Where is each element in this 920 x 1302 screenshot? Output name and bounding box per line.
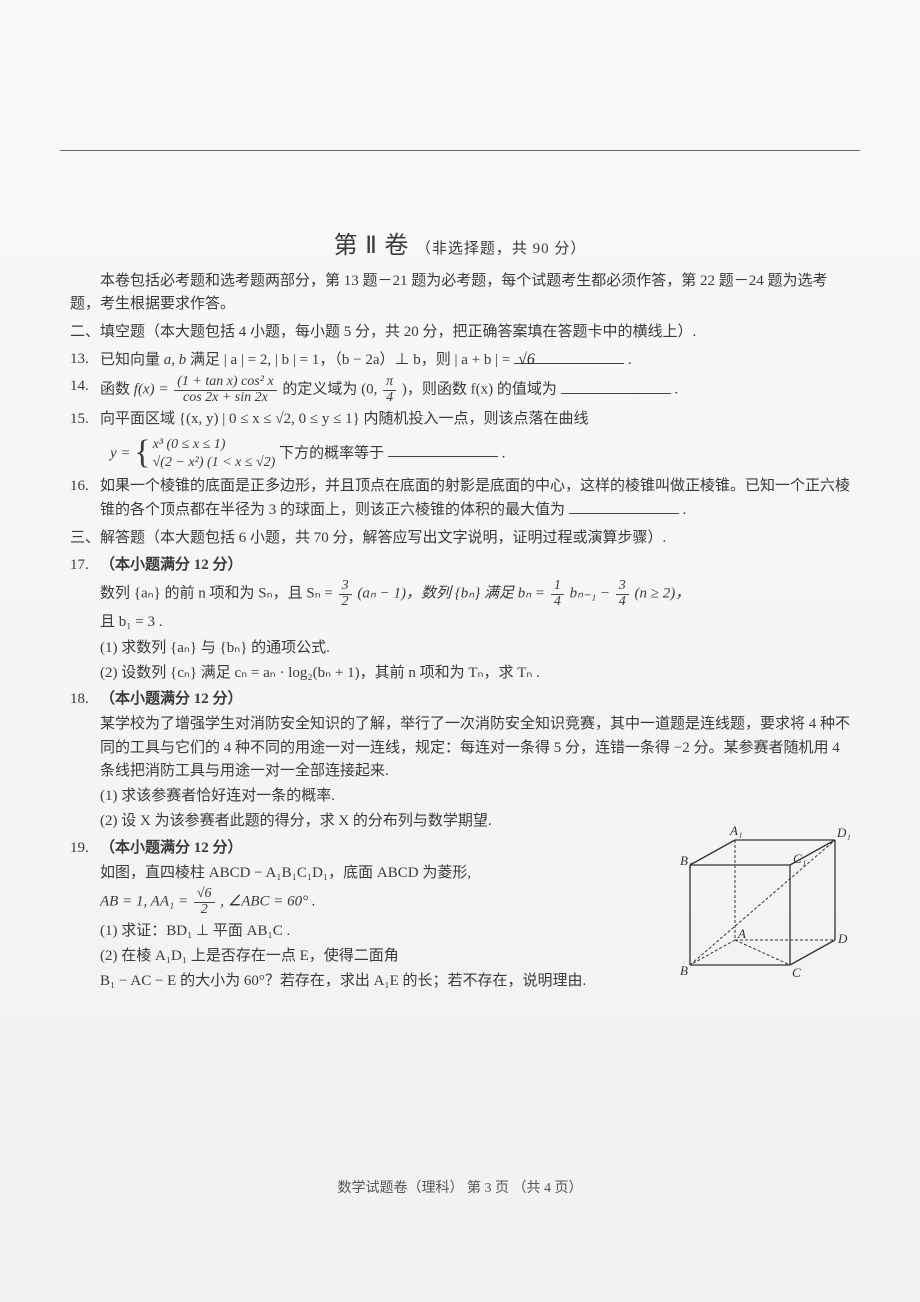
q14-frac-nu: (1 + tan x) cos² x [174,375,276,391]
q14-pi4: π 4 [383,375,396,405]
q15-post: 下方的概率等于 [279,445,384,461]
q17-sn-frac: 3 2 [339,579,352,609]
label-a: A [737,926,746,941]
title-prefix: 第 [334,233,359,259]
q17-bn-frac1: 1 4 [551,579,564,609]
section-title: 第 Ⅱ 卷 （非选择题，共 90 分） [70,225,850,260]
q15-line1: 向平面区域 {(x, y) | 0 ≤ x ≤ √2, 0 ≤ y ≤ 1} 内… [100,411,589,427]
q15-num: 15. [70,408,89,431]
q15-brace: { x³ (0 ≤ x ≤ 1) √(2 − x²) (1 < x ≤ √2) [134,436,275,472]
q19-head: （本小题满分 12 分） [100,840,243,856]
q14-fx: f(x) = [134,382,169,398]
q15-case2: √(2 − x²) (1 < x ≤ √2) [153,455,276,470]
title-sub: （非选择题，共 90 分） [416,241,587,257]
label-c1: C₁ [793,851,806,866]
q13-handwritten: √6 [514,351,539,368]
intro-text: 本卷包括必考题和选考题两部分，第 13 题－21 题为必考题，每个试题考生都必须… [70,270,850,317]
q16-num: 16. [70,475,89,498]
q19-l1: 如图，直四棱柱 ABCD − A₁B₁C₁D₁，底面 ABCD 为菱形, [100,862,530,885]
q17-sn-de: 2 [339,595,352,610]
q14-mid2: )，则函数 f(x) 的值域为 [402,382,557,398]
q17-sn-nu: 3 [339,579,352,595]
q15-y: y = [110,445,131,461]
q17-sn-rest: (aₙ − 1)，数列 {bₙ} 满足 bₙ = [357,586,545,602]
q15-blank [388,441,498,457]
q14-mid: 的定义域为 (0, [282,382,381,398]
label-a1: A₁ [729,825,742,838]
q17-num: 17. [70,554,89,577]
q19-l2-post: , ∠ABC = 60° . [220,894,315,910]
q19-p2-l1: (2) 在棱 A₁D₁ 上是否存在一点 E，使得二面角 [100,945,530,968]
q17-bn-nu1: 1 [551,579,564,595]
q14-frac: (1 + tan x) cos² x cos 2x + sin 2x [174,375,276,405]
brace-icon: { [134,436,150,472]
section-2-heading: 二、填空题（本大题包括 4 小题，每小题 5 分，共 20 分，把正确答案填在答… [70,321,850,344]
q19-l2-pre: AB = 1, AA₁ = [100,894,188,910]
question-17: 17. （本小题满分 12 分） 数列 {aₙ} 的前 n 项和为 Sₙ，且 S… [70,554,850,685]
q18-num: 18. [70,688,89,711]
q14-pi4-de: 4 [383,391,396,406]
question-13: 13. 已知向量 a, b 满足 | a | = 2, | b | = 1，（b… [70,348,850,372]
q19-num: 19. [70,837,89,860]
q17-bn-end: (n ≥ 2)， [635,586,691,602]
q18-p1: (1) 求该参赛者恰好连对一条的概率. [100,785,850,808]
label-c: C [792,965,801,980]
q15-cases: x³ (0 ≤ x ≤ 1) √(2 − x²) (1 < x ≤ √2) [153,436,276,472]
q19-aa1-nu: √6 [194,887,215,903]
q15-cases-row: y = { x³ (0 ≤ x ≤ 1) √(2 − x²) (1 < x ≤ … [100,436,850,472]
label-d: D [837,931,848,946]
q14-frac-de: cos 2x + sin 2x [174,391,276,406]
q16-body: 如果一个棱锥的底面是正多边形，并且顶点在底面的射影是底面的中心，这样的棱锥叫做正… [100,478,850,518]
q13-cond: 满足 | a | = 2, | b | = 1，（b − 2a）⊥ b，则 | … [190,352,510,368]
q13-pre: 已知向量 [100,352,164,368]
q19-aa1: √6 2 [194,887,215,917]
q18-body: 某学校为了增强学生对消防安全知识的了解，举行了一次消防安全知识竞赛，其中一道题是… [100,713,850,783]
q17-bn-de1: 4 [551,595,564,610]
label-d1: D₁ [836,825,850,840]
prism-svg: A₁ D₁ B₁ C₁ A D B C [680,825,850,995]
q19-aa1-de: 2 [194,903,215,918]
question-15: 15. 向平面区域 {(x, y) | 0 ≤ x ≤ √2, 0 ≤ y ≤ … [70,408,850,472]
q16-blank [569,498,679,514]
question-16: 16. 如果一个棱锥的底面是正多边形，并且顶点在底面的射影是底面的中心，这样的棱… [70,475,850,523]
q14-pi4-nu: π [383,375,396,391]
q17-p1: (1) 求数列 {aₙ} 与 {bₙ} 的通项公式. [100,637,850,660]
q17-bn-mid: bₙ₋₁ − [570,586,610,602]
q17-l1-pre: 数列 {aₙ} 的前 n 项和为 Sₙ，且 Sₙ = [100,586,333,602]
q18-head: （本小题满分 12 分） [100,691,243,707]
label-b: B [680,963,688,978]
q17-head: （本小题满分 12 分） [100,557,243,573]
q13-ab: a, b [164,352,187,368]
label-b1: B₁ [680,853,692,868]
q16-end: . [683,502,687,518]
q17-p2: (2) 设数列 {cₙ} 满足 cₙ = aₙ · log₂(bₙ + 1)，其… [100,662,850,685]
q15-end: . [502,445,506,461]
question-14: 14. 函数 f(x) = (1 + tan x) cos² x cos 2x … [70,375,850,405]
exam-page: 第 Ⅱ 卷 （非选择题，共 90 分） 本卷包括必考题和选考题两部分，第 13 … [0,0,920,1302]
q14-end: . [674,382,678,398]
q13-num: 13. [70,348,89,371]
section-3-heading: 三、解答题（本大题包括 6 小题，共 70 分，解答应写出文字说明，证明过程或演… [70,527,850,550]
q17-line1: 数列 {aₙ} 的前 n 项和为 Sₙ，且 Sₙ = 3 2 (aₙ − 1)，… [100,579,850,609]
question-18: 18. （本小题满分 12 分） 某学校为了增强学生对消防安全知识的了解，举行了… [70,688,850,834]
q13-end: . [628,352,632,368]
prism-figure: A₁ D₁ B₁ C₁ A D B C [680,825,850,995]
q14-pre: 函数 [100,382,134,398]
q17-bn-frac2: 3 4 [616,579,629,609]
q14-num: 14. [70,375,89,398]
title-suffix: 卷 [384,233,409,259]
top-rule [60,150,860,151]
q18-p2: (2) 设 X 为该参赛者此题的得分，求 X 的分布列与数学期望. [100,810,530,833]
title-roman: Ⅱ [365,233,378,259]
q17-bn-de2: 4 [616,595,629,610]
q13-blank: √6 [514,348,624,364]
page-footer: 数学试题卷（理科） 第 3 页 （共 4 页） [0,1177,920,1197]
q14-blank [561,378,671,394]
q17-line2: 且 b₁ = 3 . [100,611,850,634]
q15-case1: x³ (0 ≤ x ≤ 1) [153,437,226,452]
q17-bn-nu2: 3 [616,579,629,595]
